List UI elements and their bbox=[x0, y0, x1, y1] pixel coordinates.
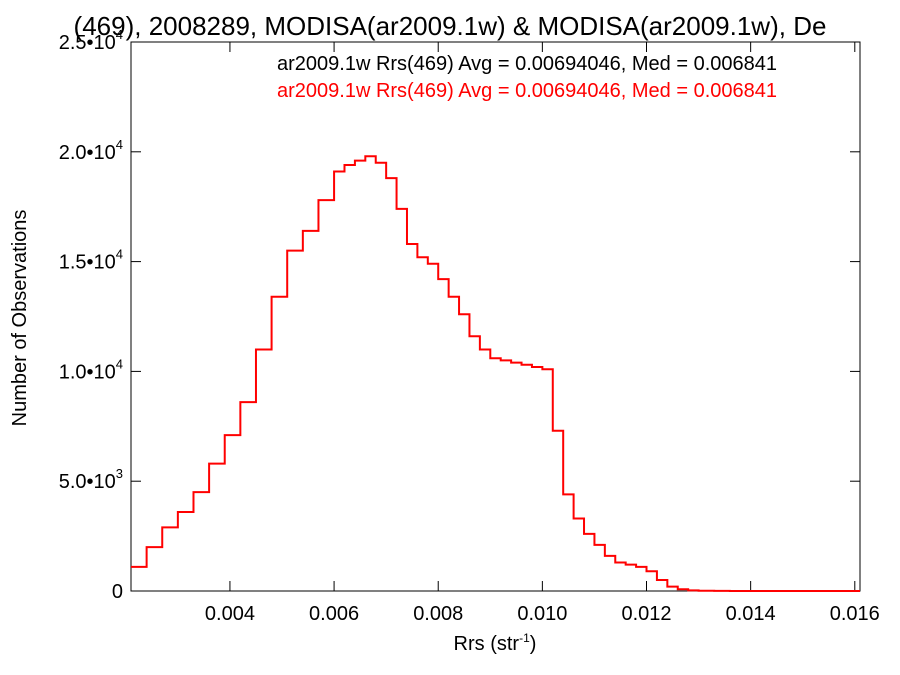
plot-frame bbox=[130, 41, 861, 592]
x-tick-label: 0.006 bbox=[309, 603, 359, 625]
x-tick-label: 0.012 bbox=[621, 603, 671, 625]
x-tick-label: 0.004 bbox=[205, 603, 255, 625]
x-axis-label: Rrs (str-1) bbox=[454, 631, 537, 655]
x-tick-label: 0.014 bbox=[726, 603, 776, 625]
y-tick-label: 1.0•104 bbox=[59, 356, 123, 383]
x-tick-label: 0.016 bbox=[830, 603, 880, 625]
histogram-series-1 bbox=[131, 155, 860, 592]
y-axis: 0 5.0•103 1.0•104 1.5•104 2.0•104 2.5•104 bbox=[59, 27, 860, 603]
x-tick-label: 0.008 bbox=[413, 603, 463, 625]
y-tick-label: 0 bbox=[112, 581, 123, 603]
x-axis: 0.004 0.006 0.008 0.010 0.012 0.014 0.016 bbox=[205, 42, 880, 625]
legend-entry-2: ar2009.1w Rrs(469) Avg = 0.00694046, Med… bbox=[277, 80, 777, 102]
series-layer bbox=[131, 155, 860, 592]
plot-border bbox=[130, 41, 861, 592]
legend-entry-1: ar2009.1w Rrs(469) Avg = 0.00694046, Med… bbox=[277, 53, 777, 75]
y-tick-label: 1.5•104 bbox=[59, 247, 123, 274]
y-tick-label: 5.0•103 bbox=[59, 466, 123, 493]
chart-title: (469), 2008289, MODISA(ar2009.1w) & MODI… bbox=[74, 11, 827, 41]
y-tick-label: 2.0•104 bbox=[59, 137, 123, 164]
y-tick-label: 2.5•104 bbox=[59, 27, 123, 54]
x-tick-label: 0.010 bbox=[517, 603, 567, 625]
y-axis-label: Number of Observations bbox=[9, 210, 31, 427]
